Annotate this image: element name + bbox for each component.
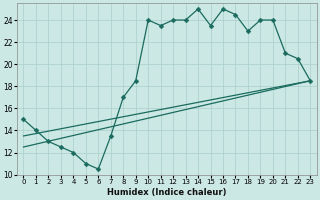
- X-axis label: Humidex (Indice chaleur): Humidex (Indice chaleur): [107, 188, 227, 197]
